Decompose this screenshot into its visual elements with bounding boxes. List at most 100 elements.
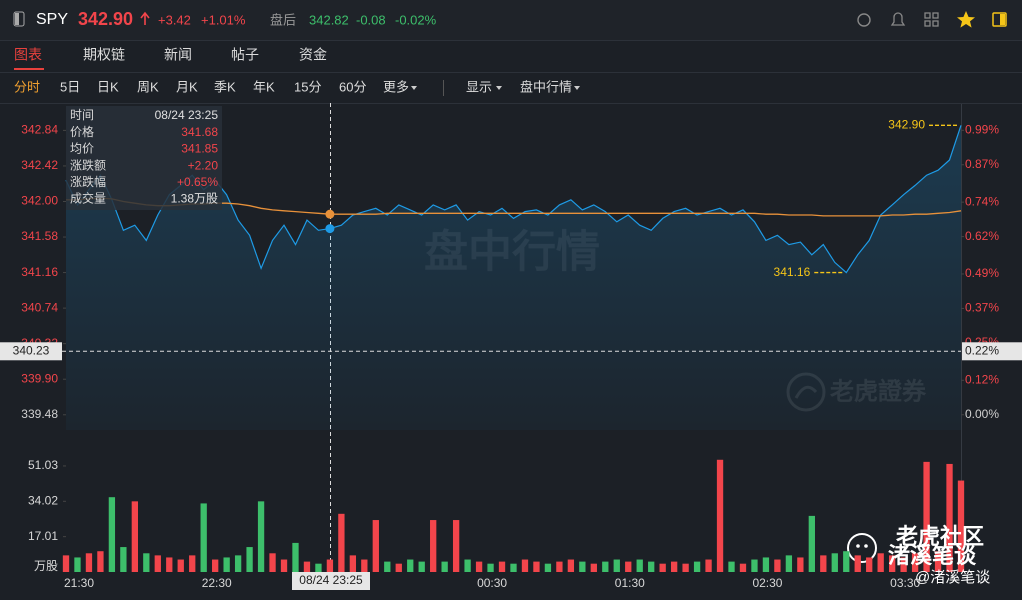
volume-unit: 万股: [34, 559, 58, 573]
tab[interactable]: 帖子: [231, 47, 259, 63]
volume-bar: [797, 557, 804, 572]
volume-bar: [154, 555, 161, 572]
tab[interactable]: 期权链: [83, 47, 125, 63]
volume-bar: [774, 559, 781, 572]
tooltip-value: +0.65%: [177, 175, 218, 189]
volume-bar: [280, 559, 288, 572]
volume-bar: [556, 561, 563, 572]
volume-bar: [579, 561, 586, 572]
volume-bar: [934, 551, 942, 572]
y2-tick-label: 0.62%: [965, 229, 999, 243]
tooltip-value: +2.20: [188, 158, 219, 172]
tab[interactable]: 图表: [14, 47, 42, 63]
volume-bar: [877, 553, 884, 572]
toolbar-button[interactable]: 60分: [339, 79, 366, 94]
volume-bar: [349, 555, 357, 572]
toolbar-button[interactable]: 15分: [294, 79, 321, 94]
volume-bar: [464, 559, 471, 572]
after-hours-label: 盘后: [270, 12, 296, 27]
volume-bar: [361, 559, 368, 572]
volume-bar: [269, 553, 276, 572]
toolbar-button[interactable]: 日K: [97, 79, 119, 94]
toolbar-button[interactable]: 更多: [383, 79, 409, 94]
toolbar-button[interactable]: 5日: [60, 79, 80, 94]
y-tick-label: 342.84: [21, 123, 58, 137]
volume-bar: [452, 520, 460, 572]
alert-icon[interactable]: [890, 12, 906, 26]
volume-bar: [946, 463, 953, 572]
y-tick-label: 340.74: [21, 300, 58, 314]
volume-bar: [338, 513, 345, 572]
grid-icon[interactable]: [924, 12, 939, 27]
dropdown-caret: [574, 86, 580, 90]
y2-tick-label: 0.74%: [965, 194, 999, 208]
volume-bar: [567, 559, 575, 572]
toolbar-button[interactable]: 分时: [14, 79, 40, 94]
volume-bar: [957, 480, 965, 572]
volume-bar: [533, 561, 540, 572]
x-tick-label: 03:30: [890, 576, 920, 590]
header-bar: [0, 0, 1022, 40]
volume-tick-label: 51.03: [28, 458, 58, 472]
after-hours-change: -0.08: [356, 12, 386, 27]
volume-bar: [866, 557, 873, 572]
overlay-author: 渚溪笔谈: [888, 543, 977, 568]
price-area: [66, 125, 961, 431]
volume-bar: [97, 551, 104, 572]
volume-bar: [693, 561, 701, 572]
volume-bar: [739, 563, 747, 572]
volume-bar: [315, 563, 322, 572]
sidebar-icon-fill: [15, 13, 19, 25]
toolbar-dropdown[interactable]: 显示: [466, 79, 492, 94]
volume-bar: [257, 501, 265, 572]
toolbar-button[interactable]: 月K: [176, 79, 198, 94]
volume-bar: [831, 553, 838, 572]
sidebar-icon[interactable]: [13, 11, 25, 27]
volume-bar: [808, 515, 815, 572]
toolbar-button[interactable]: 周K: [137, 79, 159, 94]
panel-icon[interactable]: [992, 12, 1007, 27]
overlay-handle: @渚溪笔谈: [915, 569, 990, 586]
tab[interactable]: 新闻: [164, 47, 192, 63]
volume-bar: [384, 561, 391, 572]
last-price: 342.90: [78, 9, 133, 29]
x-tick-label: 02:30: [752, 576, 782, 590]
volume-bar: [911, 553, 919, 572]
y-tick-label: 339.48: [21, 407, 58, 421]
volume-bar: [131, 501, 139, 572]
volume-bar: [498, 561, 506, 572]
toolbar-dropdown[interactable]: 盘中行情: [520, 79, 572, 94]
volume-bar: [521, 559, 529, 572]
volume-bar: [418, 561, 425, 572]
volume-bar: [670, 561, 678, 572]
volume-bar: [888, 555, 896, 572]
tab[interactable]: 资金: [299, 47, 327, 63]
extreme-label: 342.90: [888, 117, 925, 131]
volume-bar: [900, 557, 907, 572]
refresh-icon[interactable]: [857, 13, 871, 27]
crosshair-time-box: [292, 572, 370, 590]
volume-bar: [200, 503, 207, 572]
wechat-icon: [847, 533, 877, 563]
favorite-icon[interactable]: [957, 11, 975, 28]
toolbar-button[interactable]: 季K: [214, 79, 236, 94]
y-tick-label: 341.16: [21, 265, 58, 279]
toolbar-button[interactable]: 年K: [253, 79, 275, 94]
ticker: SPY: [36, 11, 68, 28]
volume-bar: [648, 561, 655, 572]
volume-bar: [854, 555, 861, 572]
volume-bar: [74, 557, 81, 572]
dropdown-caret: [496, 86, 502, 90]
volume-bar: [303, 561, 311, 572]
volume-bar: [716, 459, 724, 572]
volume-bar: [326, 559, 334, 572]
volume-bar: [510, 563, 517, 572]
volume-bar: [234, 555, 242, 572]
y-tick-label: 342.42: [21, 158, 58, 172]
y-tick-label: 341.58: [21, 229, 58, 243]
volume-bar: [85, 553, 93, 572]
volume-bar: [636, 559, 643, 572]
crosshair-time: 08/24 23:25: [299, 573, 363, 587]
